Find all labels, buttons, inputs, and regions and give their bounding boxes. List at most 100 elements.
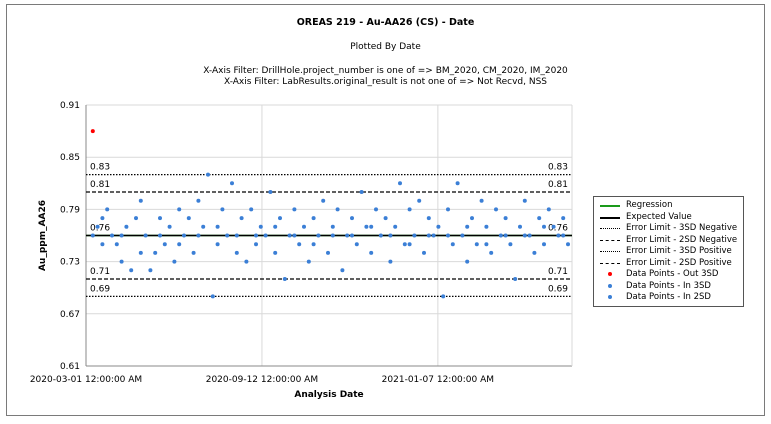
data-point xyxy=(335,207,340,212)
data-point xyxy=(388,259,393,264)
data-point xyxy=(508,242,513,247)
data-point xyxy=(158,233,162,238)
data-point xyxy=(326,250,330,255)
data-point xyxy=(556,233,561,238)
data-point xyxy=(566,242,570,247)
data-point xyxy=(268,190,273,194)
ref-label-left: 0.69 xyxy=(90,284,110,294)
legend-dot-icon xyxy=(608,283,612,288)
legend-item: Expected Value xyxy=(594,212,743,224)
data-point xyxy=(239,216,244,221)
data-point xyxy=(407,207,412,212)
x-tick-label: 2020-09-12 12:00:00 AM xyxy=(206,375,318,385)
data-point xyxy=(191,250,196,255)
legend-item: Data Points - Out 3SD xyxy=(594,269,743,281)
data-point xyxy=(498,233,503,238)
data-point xyxy=(124,224,129,229)
data-point xyxy=(297,242,302,247)
data-point xyxy=(527,233,532,238)
data-point xyxy=(446,233,450,238)
data-point xyxy=(114,242,119,247)
data-point xyxy=(110,233,114,238)
data-point xyxy=(378,233,383,238)
data-point xyxy=(177,207,182,212)
data-point xyxy=(383,216,388,221)
legend-label: Regression xyxy=(626,200,673,210)
data-point xyxy=(278,216,282,221)
data-point xyxy=(148,268,153,273)
legend-item: Data Points - In 3SD xyxy=(594,281,743,293)
data-point xyxy=(546,207,551,212)
data-point xyxy=(90,233,95,238)
chart-subtitle: Plotted By Date xyxy=(350,42,421,52)
data-point xyxy=(287,233,292,238)
data-point xyxy=(484,224,489,229)
data-point xyxy=(234,233,239,238)
data-point xyxy=(441,294,446,299)
data-point xyxy=(532,250,537,255)
data-point xyxy=(138,198,143,203)
data-point xyxy=(561,233,566,238)
data-point xyxy=(119,259,124,264)
x-axis-filter-2: X-Axis Filter: LabResults.original_resul… xyxy=(223,77,547,87)
data-point xyxy=(254,242,258,247)
data-point xyxy=(244,259,249,264)
data-point xyxy=(374,207,378,212)
legend-item: Error Limit - 3SD Positive xyxy=(594,246,743,258)
data-point xyxy=(436,224,441,229)
data-point xyxy=(153,250,158,255)
data-point xyxy=(474,242,479,247)
expected-value-label-right: 0.76 xyxy=(548,224,568,234)
data-point xyxy=(172,259,177,264)
legend-label: Error Limit - 2SD Negative xyxy=(626,234,738,245)
data-point xyxy=(412,233,417,238)
legend-line-icon xyxy=(600,228,620,229)
legend-label: Data Points - Out 3SD xyxy=(626,269,719,279)
legend-item: Error Limit - 2SD Negative xyxy=(594,235,743,247)
data-point xyxy=(479,198,484,203)
data-point xyxy=(398,181,402,186)
expected-value-label-left: 0.76 xyxy=(90,224,110,234)
data-point xyxy=(537,216,542,221)
data-point xyxy=(484,242,489,247)
data-point xyxy=(220,207,225,212)
data-point xyxy=(158,216,162,221)
data-point xyxy=(513,277,518,281)
data-point xyxy=(215,242,220,247)
data-point xyxy=(321,198,326,203)
y-tick-label: 0.73 xyxy=(60,258,80,268)
data-point xyxy=(210,294,215,299)
data-point xyxy=(518,224,522,229)
data-point xyxy=(249,207,254,212)
legend-line-icon xyxy=(600,251,620,252)
data-point xyxy=(119,233,124,238)
data-point xyxy=(364,224,369,229)
data-point xyxy=(426,216,431,221)
data-point xyxy=(494,207,498,212)
data-point xyxy=(292,233,297,238)
data-point xyxy=(182,233,186,238)
data-point xyxy=(503,216,508,221)
data-point xyxy=(345,233,350,238)
data-point xyxy=(258,224,263,229)
data-point xyxy=(234,250,239,255)
data-point xyxy=(522,198,527,203)
ref-label-left: 0.81 xyxy=(90,180,110,190)
data-point xyxy=(95,224,100,229)
ref-label-right: 0.69 xyxy=(548,284,568,294)
data-point xyxy=(292,207,297,212)
y-tick-label: 0.61 xyxy=(60,362,80,372)
data-point xyxy=(263,233,268,238)
data-point xyxy=(503,233,508,238)
data-point xyxy=(402,242,407,247)
legend-item: Error Limit - 3SD Negative xyxy=(594,223,743,235)
data-point xyxy=(177,242,182,247)
data-point xyxy=(100,242,105,247)
data-point xyxy=(465,224,470,229)
legend-item: Regression xyxy=(594,200,743,212)
data-point xyxy=(388,233,393,238)
legend-line-icon xyxy=(600,205,620,207)
data-point xyxy=(306,259,311,264)
data-point xyxy=(542,242,546,247)
data-point xyxy=(354,242,359,247)
